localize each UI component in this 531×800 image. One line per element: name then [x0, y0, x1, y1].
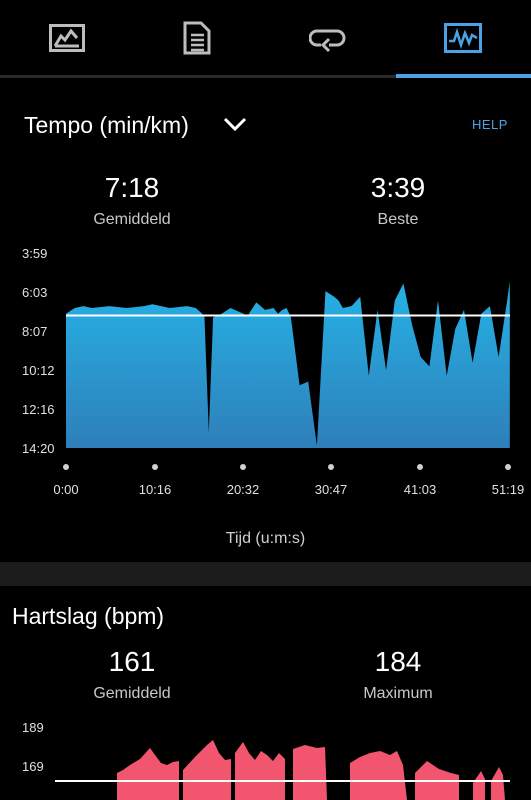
y-tick-label: 8:07 [22, 324, 48, 339]
tab-bar-separator [0, 75, 531, 78]
heart-rate-chart[interactable]: 189 169 [0, 715, 531, 800]
x-tick-dot [417, 464, 423, 470]
y-tick-label: 189 [22, 720, 44, 735]
tab-charts[interactable] [443, 18, 483, 58]
x-tick-label: 41:03 [403, 482, 437, 497]
hr-area-segment [117, 748, 179, 800]
hr-max-value: 184 [374, 646, 422, 677]
chevron-down-icon[interactable] [223, 115, 247, 133]
x-tick-label: 30:47 [314, 482, 348, 497]
heart-rate-section-title: Hartslag (bpm) [12, 603, 165, 629]
x-tick-label: 20:32 [226, 482, 260, 497]
x-tick-dot [328, 464, 334, 470]
pace-section-title: Tempo (min/km) [24, 112, 189, 138]
y-tick-label: 6:03 [22, 285, 48, 300]
pace-area-svg [66, 281, 510, 448]
tab-details[interactable] [177, 18, 217, 58]
hr-max-label: Maximum [363, 685, 433, 702]
pace-average-value: 7:18 [104, 172, 160, 203]
y-tick-label: 10:12 [22, 363, 55, 378]
hr-average-value: 161 [108, 646, 156, 677]
y-tick-label: 3:59 [22, 246, 48, 261]
laps-icon [309, 29, 346, 53]
x-axis-title: Tijd (u:m:s) [225, 530, 306, 547]
hr-area-segment [473, 771, 485, 800]
hr-area-segment [235, 742, 285, 800]
y-tick-label: 169 [22, 759, 44, 774]
pace-best-label: Beste [377, 211, 419, 228]
charts-icon [444, 23, 482, 53]
x-tick-dot [240, 464, 246, 470]
y-tick-label: 12:16 [22, 402, 55, 417]
hr-area-segment [491, 767, 505, 800]
pace-area [66, 281, 510, 448]
hr-average-label: Gemiddeld [93, 685, 171, 702]
x-tick-dot [63, 464, 69, 470]
pace-chart[interactable]: 3:59 6:03 8:07 10:12 12:16 14:20 0:00 10… [0, 240, 531, 500]
hr-area-segment [293, 745, 327, 800]
details-icon [183, 21, 211, 55]
help-link[interactable]: HELP [472, 117, 508, 132]
tab-laps[interactable] [308, 18, 348, 58]
x-tick-dot [152, 464, 158, 470]
x-tick-label: 0:00 [53, 482, 79, 497]
pace-best-value: 3:39 [370, 172, 426, 203]
hr-area-segment [183, 740, 231, 800]
hr-area-segment [350, 751, 407, 800]
hr-area-svg [55, 740, 510, 800]
active-tab-indicator [396, 74, 531, 78]
x-tick-dot [505, 464, 511, 470]
overview-icon [49, 24, 85, 52]
tab-bar [0, 0, 531, 78]
x-tick-label: 51:19 [491, 482, 525, 497]
pace-average-label: Gemiddeld [93, 211, 171, 228]
section-divider [0, 562, 531, 586]
x-tick-label: 10:16 [138, 482, 172, 497]
tab-overview[interactable] [47, 18, 87, 58]
y-tick-label: 14:20 [22, 441, 55, 456]
